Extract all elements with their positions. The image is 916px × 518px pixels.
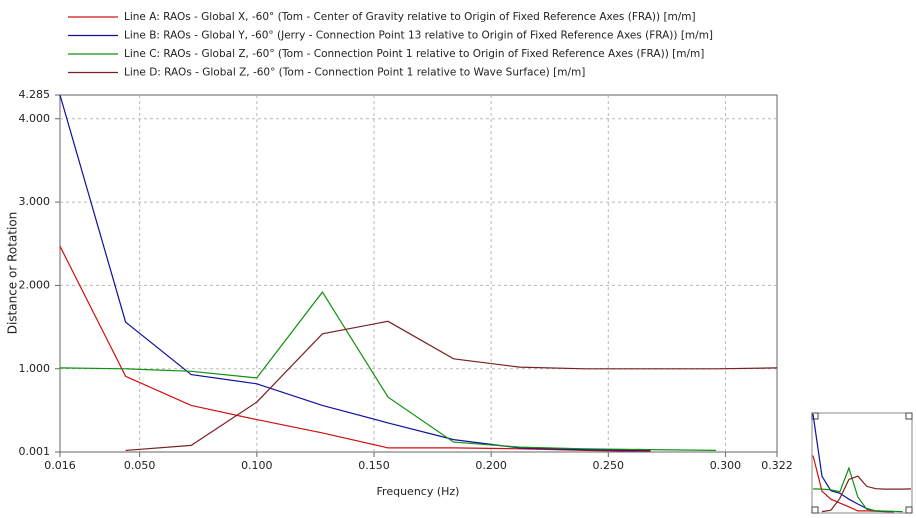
x-tick-label: 0.100 <box>241 459 273 472</box>
overview-line <box>812 466 903 513</box>
x-tick-label: 0.050 <box>124 459 156 472</box>
legend-label: Line B: RAOs - Global Y, -60° (Jerry - C… <box>124 30 713 42</box>
series-line <box>59 245 651 452</box>
y-tick-label: 0.001 <box>19 445 51 458</box>
y-tick-label: 1.000 <box>19 362 51 375</box>
x-axis-label: Frequency (Hz) <box>377 485 460 498</box>
overview-box <box>811 412 913 514</box>
x-tick-label: 0.322 <box>761 459 793 472</box>
x-tick-label: 0.300 <box>710 459 742 472</box>
x-tick-label: 0.150 <box>358 459 390 472</box>
y-tick-label: 3.000 <box>19 195 51 208</box>
legend-label: Line C: RAOs - Global Z, -60° (Tom - Con… <box>124 48 704 60</box>
series-line <box>59 94 651 451</box>
plot-area <box>59 94 778 453</box>
series-line <box>59 291 717 451</box>
overview-line <box>821 475 912 513</box>
y-tick-label: 4.000 <box>19 112 51 125</box>
overview-handle <box>811 506 819 514</box>
x-tick-label: 0.250 <box>593 459 625 472</box>
x-tick-label: 0.200 <box>475 459 507 472</box>
series-line <box>125 320 778 451</box>
x-tick-label: 0.016 <box>44 459 76 472</box>
y-tick-label: 4.285 <box>19 88 51 101</box>
overview-handle <box>811 412 819 420</box>
overview-handle <box>905 506 913 514</box>
legend-label: Line A: RAOs - Global X, -60° (Tom - Cen… <box>124 11 696 23</box>
y-tick-label: 2.000 <box>19 278 51 291</box>
overview-handle <box>905 412 913 420</box>
legend-label: Line D: RAOs - Global Z, -60° (Tom - Con… <box>124 67 585 79</box>
y-axis-label: Distance or Rotation <box>6 212 20 335</box>
